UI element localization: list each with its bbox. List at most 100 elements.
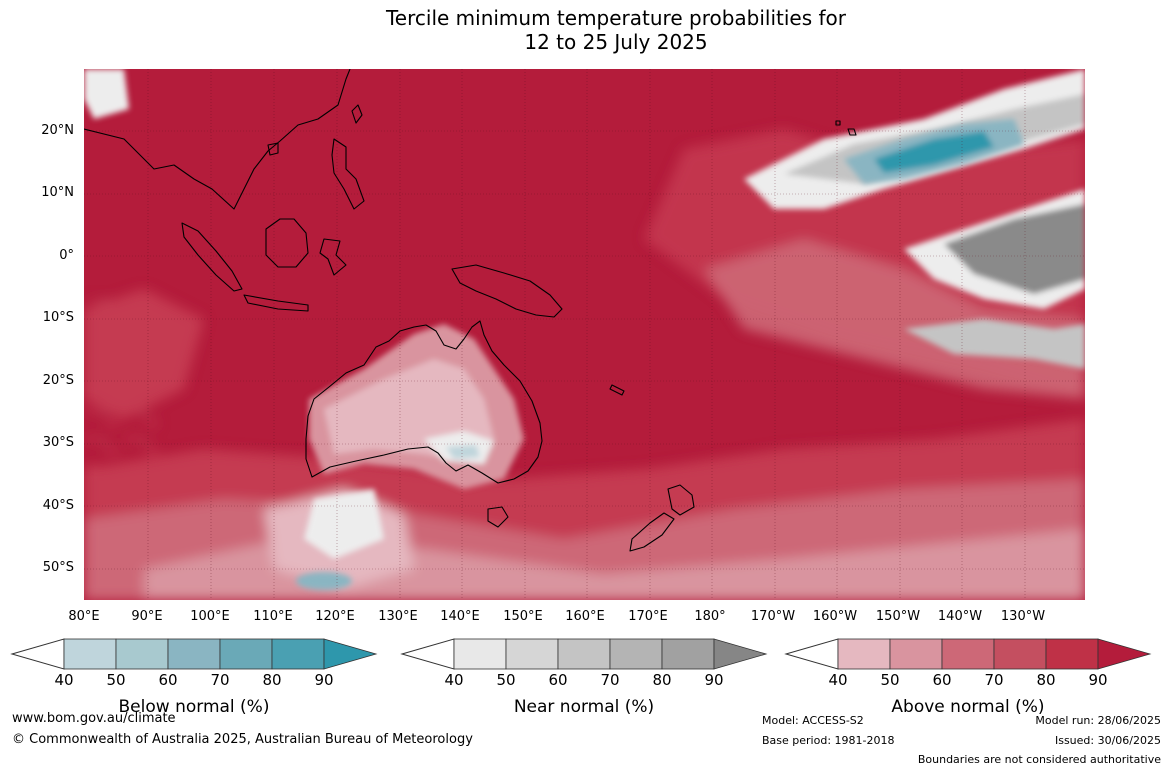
lon-label: 180° [694, 609, 726, 624]
legend-swatch [837, 638, 891, 670]
legend-swatch [505, 638, 559, 670]
legend-swatch [115, 638, 169, 670]
lon-label: 160°E [565, 609, 605, 624]
near-normal-legend-title: Near normal (%) [513, 697, 655, 717]
below-normal-tick: 50 [106, 671, 126, 689]
legend-swatch [557, 638, 611, 670]
below-normal-tick: 80 [262, 671, 282, 689]
taiwan-coastline [351, 104, 363, 124]
below-normal-colorbar [10, 638, 378, 670]
near-normal-tick: 50 [496, 671, 516, 689]
legend-swatch [219, 638, 273, 670]
title-line-2: 12 to 25 July 2025 [524, 30, 708, 54]
legend-swatch [941, 638, 995, 670]
above-normal-colorbar-graphic [784, 638, 1152, 670]
lon-label: 170°W [750, 609, 796, 624]
new-guinea-coastline [451, 264, 563, 318]
lon-label: 110°E [253, 609, 293, 624]
sumatra-coastline [181, 222, 243, 292]
lat-label: 10°N [41, 185, 74, 200]
below-normal-zones [296, 119, 1024, 590]
above-normal-tick: 60 [932, 671, 952, 689]
australia-interior-zones [309, 324, 524, 489]
above-normal-colorbar [784, 638, 1152, 670]
copyright-text: © Commonwealth of Australia 2025, Austra… [12, 732, 473, 747]
near-normal-tick: 60 [548, 671, 568, 689]
above-normal-tick: 50 [880, 671, 900, 689]
above-normal-tick: 40 [828, 671, 848, 689]
australia-coastline [305, 320, 543, 484]
below-normal-tick: 60 [158, 671, 178, 689]
near-normal-tick: 40 [444, 671, 464, 689]
lat-label: 20°S [42, 373, 74, 388]
lat-label: 30°S [42, 435, 74, 450]
tasmania-coastline [487, 506, 509, 528]
legend-arrow-tip [1097, 638, 1152, 670]
lon-label: 100°E [190, 609, 230, 624]
lon-label: 90°E [131, 609, 163, 624]
lat-label: 20°N [41, 123, 74, 138]
model-text: Model: ACCESS-S2 [762, 714, 864, 727]
legend-swatch [609, 638, 663, 670]
lat-label: 40°S [42, 498, 74, 513]
near-normal-tick: 90 [704, 671, 724, 689]
lon-label: 130°W [1000, 609, 1046, 624]
below-normal-colorbar-graphic [10, 638, 378, 670]
base-period-text: Base period: 1981-2018 [762, 734, 895, 747]
java-coastline [243, 294, 309, 312]
legend-arrow-tip [713, 638, 768, 670]
above-normal-tick: 90 [1088, 671, 1108, 689]
model-run-text: Model run: 28/06/2025 [1035, 714, 1161, 727]
lon-label: 160°W [812, 609, 858, 624]
hawaii-coastline [835, 120, 857, 136]
legend-swatch [167, 638, 221, 670]
map-title: Tercile minimum temperature probabilitie… [0, 6, 1173, 54]
lon-label: 170°E [628, 609, 668, 624]
lat-label: 10°S [42, 310, 74, 325]
lon-label: 130°E [378, 609, 418, 624]
near-normal-tick: 70 [600, 671, 620, 689]
probability-map [84, 69, 1085, 600]
issued-text: Issued: 30/06/2025 [1054, 734, 1161, 747]
legend-swatch [889, 638, 943, 670]
lon-label: 140°E [440, 609, 480, 624]
legend-swatch [453, 638, 507, 670]
lon-label: 150°E [503, 609, 543, 624]
legend-swatch [993, 638, 1047, 670]
new-zealand-north-coastline [667, 484, 695, 516]
below-normal-tick: 90 [314, 671, 334, 689]
above-normal-legend-title: Above normal (%) [891, 697, 1045, 717]
legend-swatch [661, 638, 715, 670]
lon-label: 80°E [68, 609, 100, 624]
graticule [84, 69, 1085, 600]
hainan-coastline [267, 142, 279, 156]
below-normal-tick: 40 [54, 671, 74, 689]
below-normal-tick: 70 [210, 671, 230, 689]
legend-swatch [63, 638, 117, 670]
above-normal-tick: 70 [984, 671, 1004, 689]
coastlines [84, 69, 857, 552]
borneo-coastline [265, 218, 309, 268]
bom-url-link[interactable]: www.bom.gov.au/climate [12, 711, 176, 726]
lon-label: 120°E [315, 609, 355, 624]
new-caledonia-coastline [609, 384, 625, 396]
philippines-coastline [331, 138, 365, 210]
legend-swatch [271, 638, 325, 670]
lat-label: 0° [59, 248, 74, 263]
above-normal-tick: 80 [1036, 671, 1056, 689]
lon-label: 150°W [875, 609, 921, 624]
below-normal-legend-title: Below normal (%) [118, 697, 270, 717]
map-canvas [84, 69, 1085, 600]
sulawesi-coastline [319, 238, 347, 276]
near-normal-colorbar [400, 638, 768, 670]
asia-mainland-coastline [84, 69, 351, 210]
lon-label: 140°W [937, 609, 983, 624]
lat-label: 50°S [42, 560, 74, 575]
near-normal-colorbar-graphic [400, 638, 768, 670]
legend-arrow-tip [323, 638, 378, 670]
new-zealand-south-coastline [629, 512, 675, 552]
near-normal-tick: 80 [652, 671, 672, 689]
legend-swatch [1045, 638, 1099, 670]
title-line-1: Tercile minimum temperature probabilitie… [385, 6, 847, 30]
disclaimer-text: Boundaries are not considered authoritat… [917, 753, 1161, 766]
